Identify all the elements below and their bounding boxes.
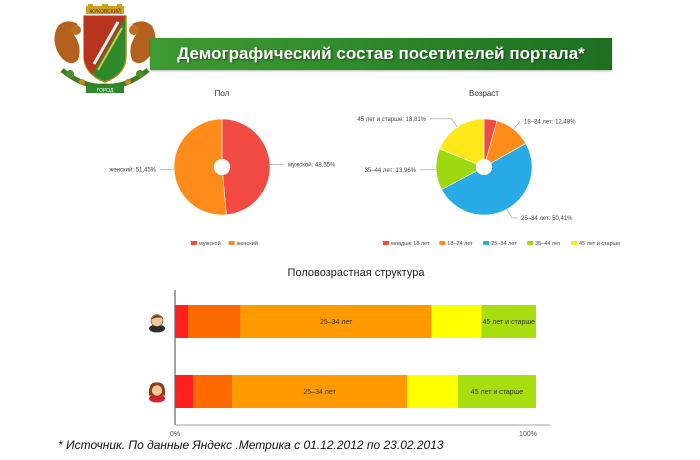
bar-segment: [193, 375, 233, 408]
bar-segment: [175, 305, 188, 338]
pie-title: Возраст: [469, 89, 499, 98]
bar-segment-label: 25–34 лет: [303, 389, 336, 396]
legend-swatch: [383, 241, 389, 245]
age-pie-chart: Возраст 18–24 лет: 12,48% 25–34 лет: 50,41…: [357, 89, 620, 247]
pie-leader-line: [513, 121, 521, 130]
female-avatar-icon: [148, 382, 166, 403]
bar-segment: [240, 305, 432, 338]
crown-shape: [86, 6, 124, 14]
legend-swatch: [191, 241, 197, 245]
pie-data-label: мужской: 48,55%: [288, 161, 336, 168]
pie-data-label: женский: 51,45%: [109, 167, 156, 174]
bar-segment: [187, 305, 241, 338]
coat-of-arms-emblem: ЖУКОВСКИЙ ГОРОД: [54, 4, 156, 94]
pie-data-label: 18–24 лет: 12,48%: [524, 119, 576, 125]
source-footnote: * Источник. По данные Яндекс .Метрика с …: [58, 438, 444, 452]
emblem-top-text: ЖУКОВСКИЙ: [89, 7, 121, 15]
pie-slice: [441, 143, 533, 216]
legend-swatch: [571, 241, 577, 245]
x-tick-label: 0%: [170, 431, 180, 438]
bar-segment: [481, 305, 536, 338]
bar-segment: [175, 375, 194, 408]
x-tick-label: 100%: [519, 431, 537, 438]
legend-label: младше 18 лет: [391, 241, 430, 247]
legend-label: 25–34 лет: [491, 241, 517, 247]
emblem-ribbon-text: ГОРОД: [97, 88, 114, 94]
pie-data-label: 45 лет и старше: 18,81%: [357, 117, 426, 123]
gender-age-bar-chart: Половозрастная структура 0% 100% 25–34 лет 4…: [148, 267, 550, 438]
legend-label: 35–44 лет: [535, 241, 561, 247]
pie-data-label: 35–44 лет: 13,96%: [365, 168, 417, 174]
legend-swatch: [439, 241, 446, 245]
pie-leader-line: [430, 118, 458, 128]
legend-swatch: [483, 241, 490, 245]
pie-slice: [173, 118, 227, 216]
page-title: Демографический состав посетителей порта…: [177, 44, 585, 63]
bar-segment: [232, 375, 408, 408]
gender-pie-chart: Пол мужской: 48,55% женский: 51,45% мужской…: [109, 89, 336, 247]
bar-chart-title: Половозрастная структура: [288, 267, 426, 279]
legend-swatch: [527, 241, 534, 245]
legend-label: женский: [237, 240, 258, 247]
pie-center-hole: [213, 158, 231, 176]
bar-segment-label: 45 лет и старше: [483, 319, 536, 326]
bar-segment: [431, 305, 482, 338]
bar-segment: [407, 375, 459, 408]
pie-center-hole: [475, 158, 493, 176]
bar-segment-label: 25–34 лет: [320, 319, 353, 326]
bar-segment-label: 45 лет и старше: [471, 389, 524, 396]
legend-label: мужской: [199, 240, 221, 247]
legend-label: 18–24 лет: [447, 241, 473, 247]
legend-label: 45 лет и старше: [579, 241, 620, 247]
bar-segment: [458, 375, 536, 408]
male-avatar-icon: [149, 314, 165, 333]
legend-swatch: [228, 241, 235, 245]
pie-leader-line: [506, 208, 518, 219]
title-banner: Демографический состав посетителей порта…: [150, 38, 612, 70]
pie-title: Пол: [215, 89, 230, 98]
pie-data-label: 25–34 лет: 50,41%: [521, 216, 573, 222]
